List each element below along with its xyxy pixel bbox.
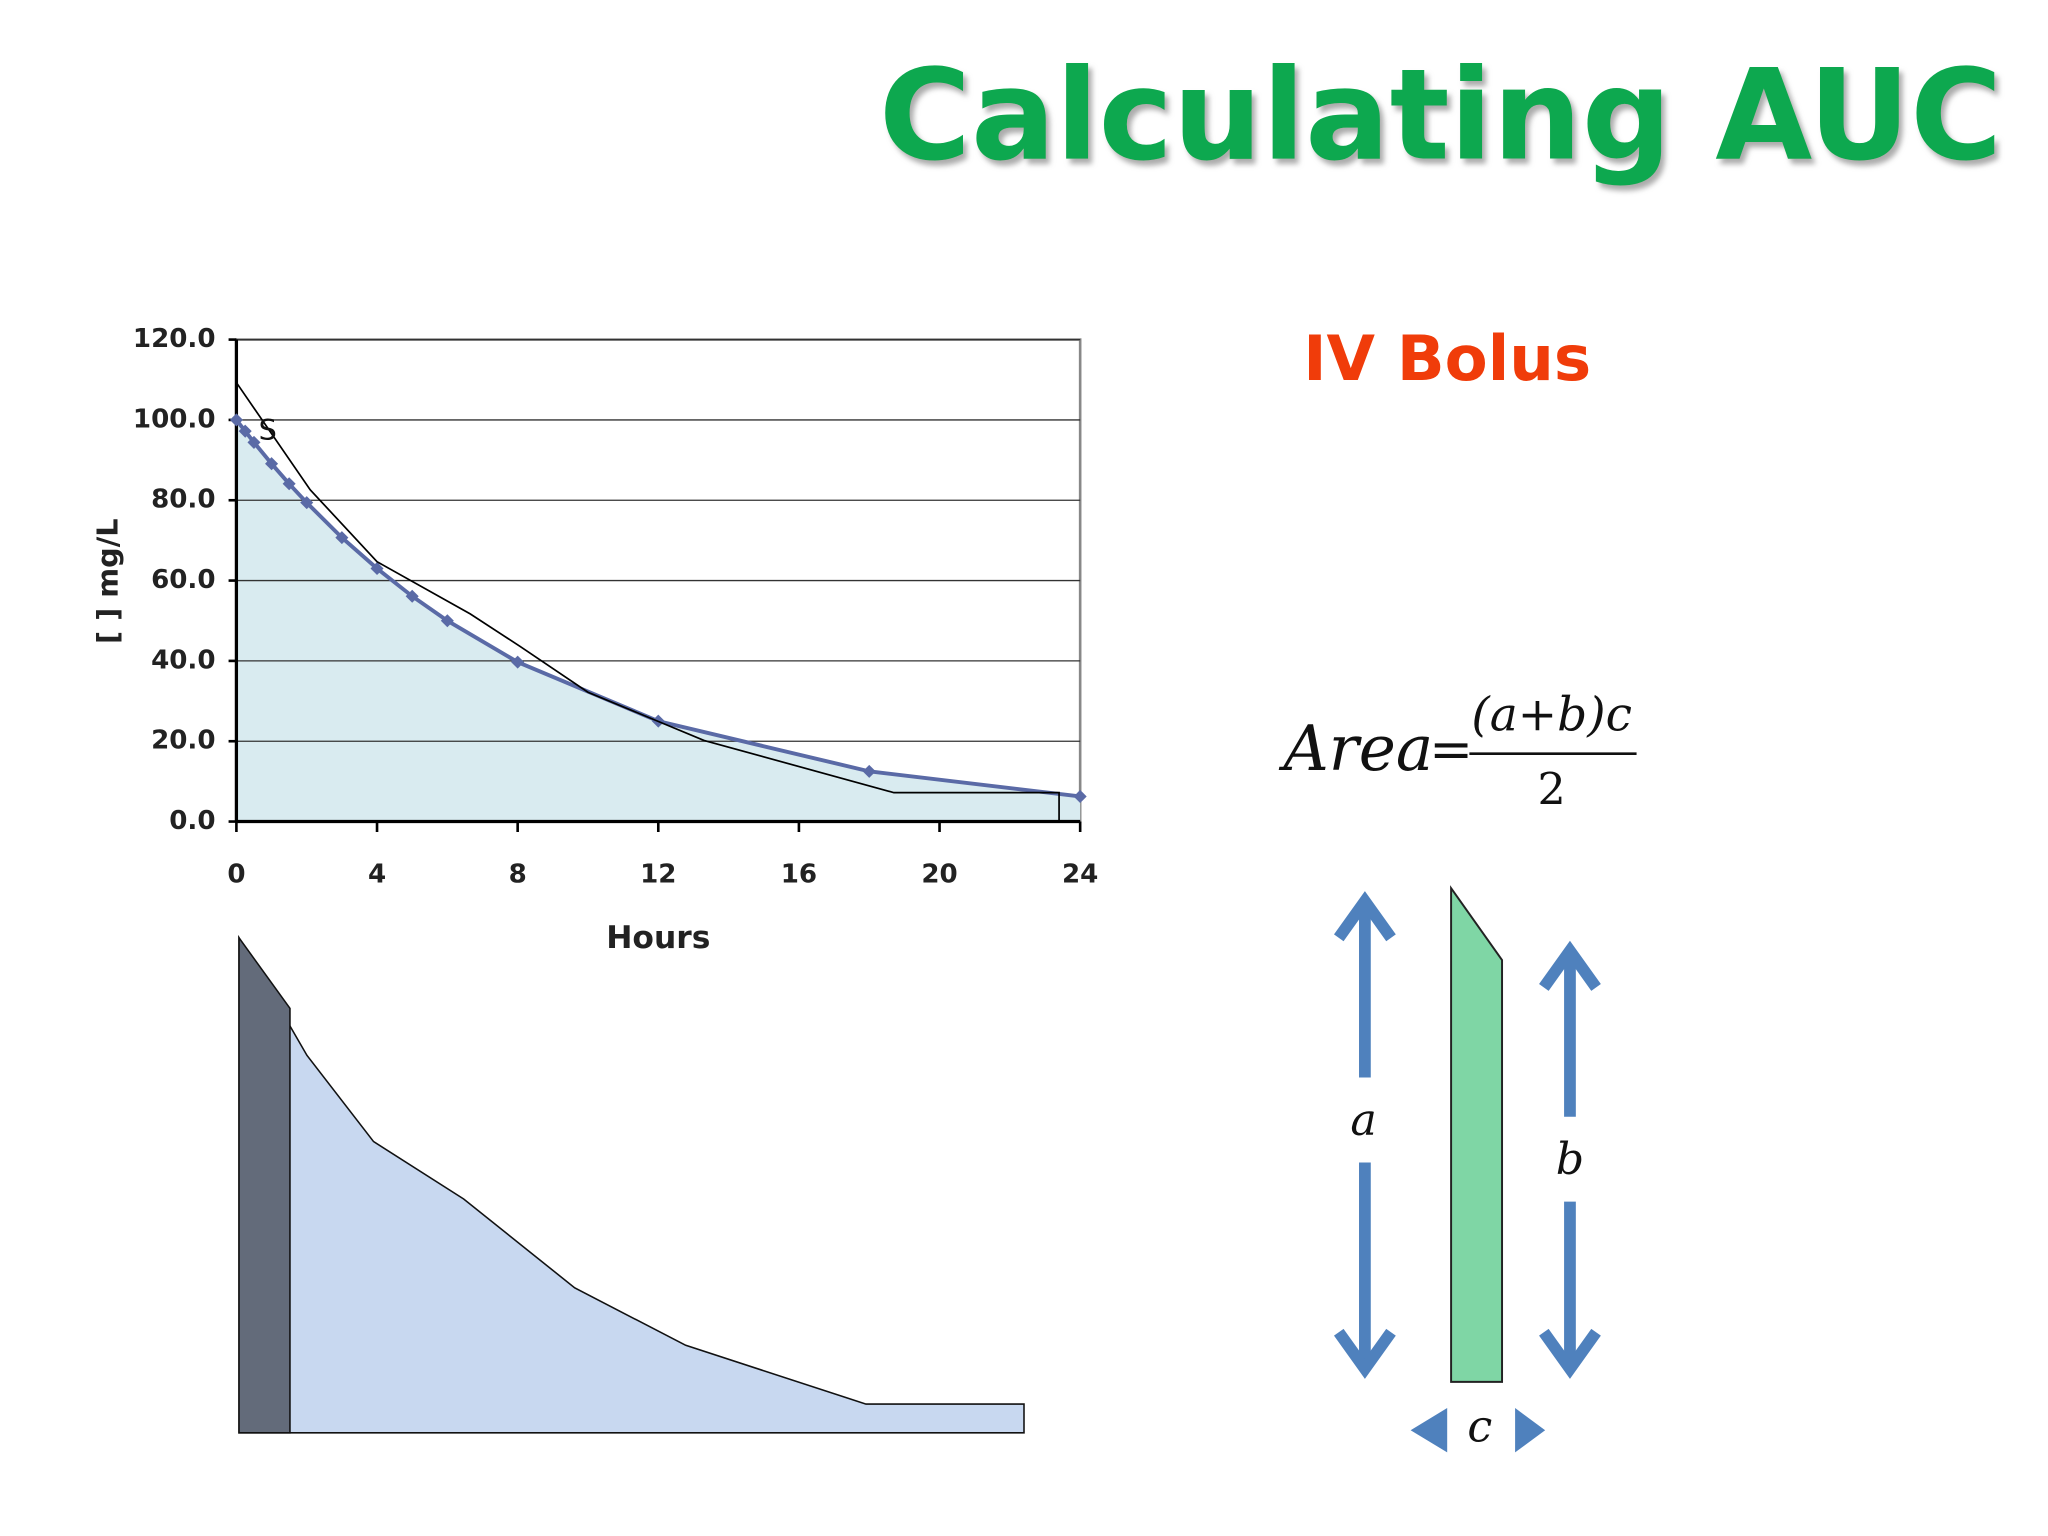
point-marker	[511, 655, 525, 669]
arrow-a	[1333, 891, 1396, 1379]
x-tick-label: 4	[368, 860, 386, 890]
area-illustration	[238, 934, 1025, 1434]
annotation: S	[259, 413, 277, 447]
x-tick-label: 20	[921, 860, 957, 890]
area-fill	[236, 419, 1081, 822]
y-tick-label: 120.0	[133, 324, 216, 354]
x-tick-label: 8	[509, 860, 527, 890]
point-marker	[238, 424, 252, 438]
arrow-b	[1539, 940, 1601, 1379]
y-tick-label: 60.0	[151, 565, 215, 595]
arrow-c-right	[1515, 1408, 1546, 1453]
point-marker	[229, 413, 243, 427]
x-tick-label: 12	[640, 860, 676, 890]
point-marker	[282, 477, 296, 491]
subtitle: IV Bolus	[1303, 322, 1591, 395]
x-tick-label: 0	[227, 860, 245, 890]
first-trapezoid	[238, 935, 291, 1434]
y-tick-label: 80.0	[151, 485, 215, 515]
y-tick-label: 0.0	[169, 806, 215, 836]
point-marker	[440, 614, 454, 628]
formula-equals: =	[1429, 720, 1473, 780]
x-tick-label: 16	[781, 860, 817, 890]
formula-lhs: Area	[1279, 712, 1434, 785]
arrow-c-left	[1410, 1408, 1448, 1453]
y-tick-label: 100.0	[133, 404, 216, 434]
x-tick-label: 24	[1062, 860, 1098, 890]
point-marker	[335, 531, 349, 545]
point-marker	[405, 589, 419, 603]
point-marker	[370, 561, 384, 576]
y-axis-label: [ ] mg/L	[91, 518, 125, 644]
point-marker	[300, 496, 314, 510]
slide-title: Calculating AUC	[879, 42, 2002, 188]
x-axis-label: Hours	[606, 920, 710, 956]
formula-numerator: (a+b)c	[1471, 687, 1632, 742]
label-a: a	[1350, 1095, 1376, 1146]
y-tick-label: 20.0	[151, 726, 215, 756]
label-b: b	[1556, 1134, 1584, 1185]
trapezoid	[1450, 885, 1504, 1383]
point-marker	[1073, 789, 1087, 803]
label-c: c	[1467, 1402, 1492, 1453]
formula-denominator: 2	[1538, 764, 1566, 815]
series-line	[235, 382, 1060, 822]
y-tick-label: 40.0	[151, 645, 215, 675]
point-marker	[862, 764, 876, 778]
